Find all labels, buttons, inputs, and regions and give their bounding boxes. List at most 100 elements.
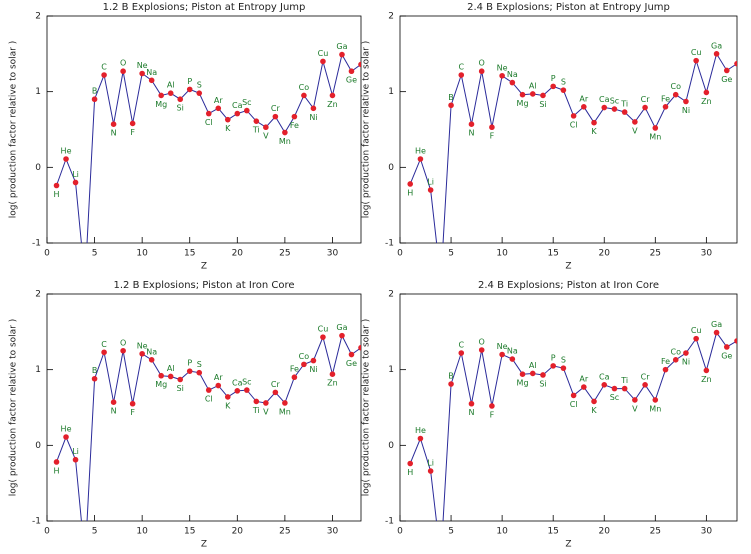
- point-label: Mg: [517, 99, 529, 108]
- point-label: Ge: [346, 359, 357, 368]
- point-label: Li: [72, 447, 79, 456]
- point-label: Cr: [641, 95, 651, 104]
- point-label: H: [407, 468, 413, 477]
- data-point: [282, 400, 288, 406]
- data-point: [581, 384, 587, 390]
- data-point: [734, 60, 737, 67]
- point-label: B: [92, 87, 98, 96]
- point-label: Li: [427, 459, 434, 468]
- point-label: Ar: [214, 373, 223, 382]
- data-point: [683, 350, 689, 356]
- y-axis-label: log( production factor relative to solar…: [362, 41, 372, 219]
- data-point: [591, 119, 597, 126]
- y-tick-label: 1: [388, 87, 394, 97]
- data-point: [310, 357, 317, 364]
- x-tick-label: 15: [547, 527, 558, 537]
- point-label: F: [130, 408, 135, 417]
- data-point: [570, 113, 577, 119]
- data-point: [713, 329, 720, 336]
- data-point: [581, 104, 587, 110]
- point-label: S: [197, 81, 202, 90]
- data-point: [253, 398, 260, 405]
- y-tick-label: 2: [388, 290, 394, 300]
- point-label: Ge: [721, 351, 732, 360]
- data-point: [205, 387, 212, 393]
- point-label: Na: [146, 68, 157, 77]
- x-tick-label: 25: [650, 527, 661, 537]
- point-label: Ga: [711, 320, 722, 329]
- point-label: Ne: [497, 342, 508, 351]
- data-point: [560, 87, 567, 93]
- data-point: [272, 389, 279, 396]
- data-point: [139, 70, 145, 77]
- point-label: Ga: [336, 323, 347, 332]
- point-label: He: [61, 425, 72, 434]
- data-point: [734, 338, 737, 344]
- point-label: Ge: [721, 75, 732, 84]
- data-point: [417, 435, 424, 442]
- point-label: Cr: [641, 372, 651, 381]
- point-label: Sc: [242, 378, 251, 387]
- x-axis-label: Z: [201, 540, 207, 550]
- data-point: [82, 278, 88, 284]
- data-point: [158, 92, 164, 99]
- x-tick-label: 20: [599, 527, 611, 537]
- data-point: [272, 113, 279, 120]
- data-point: [519, 371, 526, 378]
- point-label: Ga: [711, 41, 722, 50]
- data-point: [417, 156, 424, 162]
- data-point: [693, 335, 699, 342]
- data-point: [53, 182, 60, 189]
- panel: 1.2 B Explosions; Piston at Entropy Jump…: [9, 2, 362, 284]
- data-point: [672, 357, 679, 363]
- point-label: C: [458, 63, 464, 72]
- point-label: He: [415, 147, 426, 156]
- data-point: [570, 392, 577, 399]
- point-label: K: [225, 124, 231, 133]
- data-point: [632, 397, 638, 403]
- data-point: [320, 58, 326, 65]
- data-point: [509, 356, 516, 362]
- y-tick-label: -1: [385, 239, 394, 249]
- y-tick-label: 1: [35, 87, 41, 97]
- data-point: [703, 367, 710, 374]
- data-point: [468, 121, 475, 128]
- point-label: P: [187, 77, 192, 86]
- point-label: Ca: [232, 101, 243, 110]
- x-tick-label: 25: [650, 249, 661, 259]
- point-label: Ar: [579, 375, 588, 384]
- point-label: S: [197, 360, 202, 369]
- y-tick-label: 1: [388, 365, 394, 375]
- x-tick-label: 5: [448, 527, 454, 537]
- point-label: K: [591, 127, 597, 136]
- data-point: [499, 72, 505, 79]
- data-point: [91, 375, 98, 382]
- point-label: Ne: [137, 61, 148, 70]
- x-tick-label: 25: [279, 527, 290, 537]
- chart-title: 2.4 B Explosions; Piston at Iron Core: [478, 280, 659, 291]
- data-point: [224, 394, 231, 400]
- data-point: [358, 61, 361, 68]
- plot-frame: [46, 293, 362, 522]
- point-label: C: [101, 340, 107, 349]
- data-point: [72, 179, 79, 186]
- point-label: Al: [167, 364, 175, 373]
- point-label: Ne: [137, 341, 148, 350]
- data-point: [621, 385, 628, 392]
- data-point: [662, 104, 669, 110]
- point-label: Zn: [327, 379, 338, 388]
- data-point: [348, 68, 355, 75]
- point-label: Cl: [570, 400, 578, 409]
- data-point: [63, 156, 69, 162]
- data-point: [234, 110, 241, 117]
- data-point: [224, 116, 231, 123]
- point-label: Sc: [610, 97, 619, 106]
- data-point: [158, 372, 164, 379]
- point-label: Co: [299, 352, 310, 361]
- x-tick-label: 5: [92, 527, 98, 537]
- point-label: Zn: [701, 97, 712, 106]
- x-tick-label: 15: [547, 249, 558, 259]
- point-label: O: [479, 337, 485, 346]
- panel: 2.4 B Explosions; Piston at Entropy Jump…: [362, 2, 738, 272]
- data-point: [167, 90, 174, 96]
